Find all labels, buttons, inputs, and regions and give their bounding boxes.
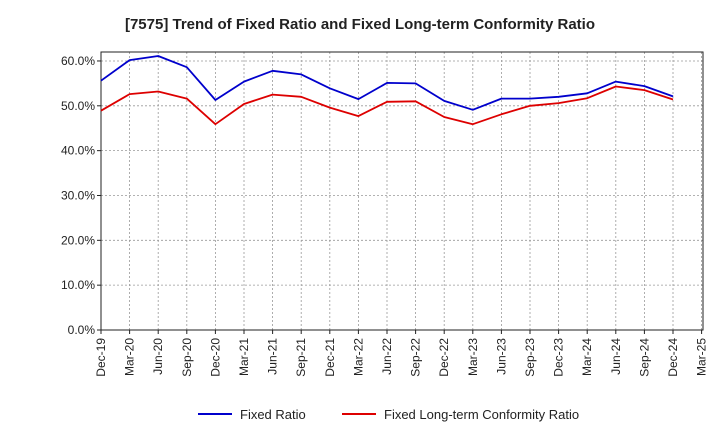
x-tick-label: Dec-20: [208, 338, 222, 377]
x-tick-label: Jun-23: [494, 338, 508, 375]
y-tick-label: 10.0%: [61, 278, 95, 292]
legend: Fixed Ratio Fixed Long-term Conformity Ra…: [198, 407, 579, 422]
x-tick-label: Sep-22: [409, 338, 423, 377]
series-lines: [100, 55, 674, 126]
legend-label: Fixed Long-term Conformity Ratio: [384, 407, 579, 422]
x-tick-label: Mar-20: [123, 338, 137, 376]
x-tick-label: Jun-24: [609, 338, 623, 375]
x-tick-label: Mar-25: [695, 338, 709, 376]
y-tick-label: 40.0%: [61, 144, 95, 158]
y-tick-label: 0.0%: [68, 323, 96, 337]
x-tick-label: Mar-21: [237, 338, 251, 376]
x-tick-label: Dec-22: [437, 338, 451, 377]
x-tick-label: Sep-20: [180, 338, 194, 377]
x-tick-label: Dec-19: [94, 338, 108, 377]
x-tick-label: Jun-21: [266, 338, 280, 375]
x-tick-label: Dec-23: [552, 338, 566, 377]
chart-title: [7575] Trend of Fixed Ratio and Fixed Lo…: [124, 16, 596, 33]
y-tick-label: 30.0%: [61, 188, 95, 202]
axis-labels: 0.0% 10.0% 20.0% 30.0% 40.0% 50.0% 60.0% Dec-19…: [61, 54, 709, 377]
x-tick-label: Mar-24: [580, 338, 594, 376]
x-tick-label: Sep-23: [523, 338, 537, 377]
y-tick-label: 20.0%: [61, 233, 95, 247]
x-tick-label: Sep-21: [294, 338, 308, 377]
y-tick-label: 60.0%: [61, 54, 95, 68]
x-tick-label: Mar-22: [351, 338, 365, 376]
x-tick-label: Dec-21: [323, 338, 337, 377]
x-tick-label: Jun-22: [380, 338, 394, 375]
x-tick-label: Sep-24: [637, 338, 651, 377]
legend-label: Fixed Ratio: [240, 407, 306, 422]
x-tick-label: Jun-20: [151, 338, 165, 375]
y-tick-label: 50.0%: [61, 99, 95, 113]
x-tick-label: Mar-23: [466, 338, 480, 376]
grid-lines: [101, 52, 703, 330]
x-tick-label: Dec-24: [666, 338, 680, 377]
plot-area-frame: [100, 51, 704, 331]
